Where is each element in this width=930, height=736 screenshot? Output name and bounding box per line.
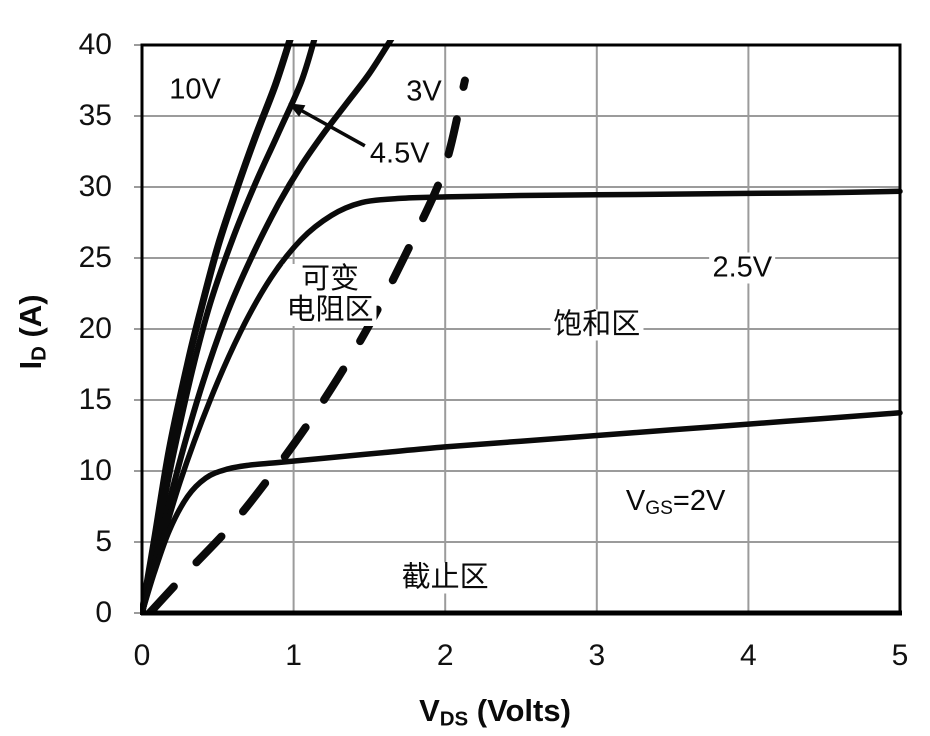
region-label-line: 可变 xyxy=(300,262,359,295)
y-tick-label-40: 40 xyxy=(78,28,112,61)
region-label-triode-region: 可变 电阻区 xyxy=(283,262,377,326)
y-tick-label-35: 35 xyxy=(78,99,112,132)
x-tick-label-5: 5 xyxy=(891,639,909,672)
y-tick-label-0: 0 xyxy=(95,596,112,629)
region-label-saturation-region: 饱和区 xyxy=(550,308,644,341)
y-tick-label-15: 15 xyxy=(78,383,112,416)
y-axis-title-unit: (A) xyxy=(12,294,48,347)
x-axis-title-symbol: V xyxy=(419,692,440,728)
x-tick-label-4: 4 xyxy=(740,639,757,672)
region-label-line: 截止区 xyxy=(401,561,489,593)
label-arrowhead-icon xyxy=(288,103,306,117)
x-axis-title-subscript: DS xyxy=(439,707,469,731)
y-tick-label-20: 20 xyxy=(78,312,112,345)
curve-label-VGS=10V: 10V xyxy=(169,73,221,106)
region-label-cutoff-region: 截止区 xyxy=(398,561,492,593)
x-tick-label-3: 3 xyxy=(588,639,606,672)
y-axis-title-subscript: D xyxy=(27,346,51,361)
region-label-line: 饱和区 xyxy=(553,308,641,341)
curve-label-part: V xyxy=(625,484,646,517)
curve-label-VGS=3V: 3V xyxy=(406,75,442,108)
curve-label-VGS=2V: VGS=2V xyxy=(622,484,729,525)
y-tick-label-25: 25 xyxy=(78,241,112,274)
x-axis-title-unit: (Volts) xyxy=(468,692,571,728)
x-axis-title: VDS (Volts) xyxy=(419,693,571,732)
x-tick-label-1: 1 xyxy=(285,639,302,672)
curve-VGS=4.5V xyxy=(140,40,318,615)
x-tick-label-2: 2 xyxy=(436,639,454,672)
curve-label-part: =2V xyxy=(672,484,726,517)
region-label-line: 电阻区 xyxy=(286,293,374,326)
y-tick-label-30: 30 xyxy=(78,170,112,203)
curve-VGS=2V xyxy=(140,410,903,615)
curve-label-VGS=4.5V: 4.5V xyxy=(366,138,433,170)
y-tick-label-10: 10 xyxy=(78,454,112,487)
curve-VGS=10V xyxy=(140,40,294,615)
curve-VGS=3V xyxy=(140,40,395,615)
saturation-boundary-dashed-line xyxy=(145,76,469,615)
curve-VGS=2.5V xyxy=(140,188,903,615)
x-tick-label-0: 0 xyxy=(133,639,151,672)
y-axis-title-symbol: I xyxy=(12,360,48,370)
curve-label-part: GS xyxy=(645,498,673,520)
y-tick-label-5: 5 xyxy=(95,525,112,558)
y-axis-title: ID (A) xyxy=(13,294,52,369)
curve-label-VGS=2.5V: 2.5V xyxy=(709,252,776,284)
label-leader-line-4.5V xyxy=(295,106,366,148)
